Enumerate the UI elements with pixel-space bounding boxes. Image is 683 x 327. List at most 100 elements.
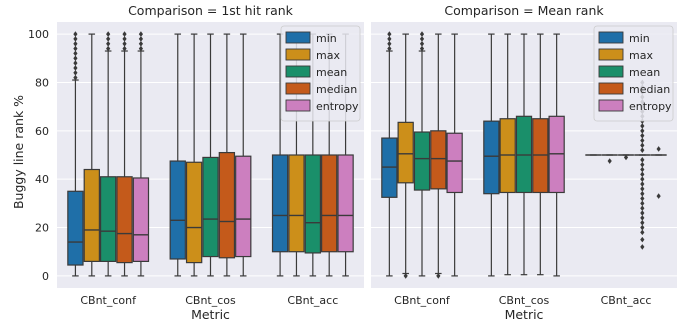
flier [387, 31, 392, 37]
legend-label: max [629, 49, 653, 62]
panel-2: Comparison = Mean rank CBnt_conf CBnt_cos C… [371, 3, 677, 322]
flier [138, 31, 144, 37]
legend-swatch [598, 99, 624, 112]
panels: 0 20 40 60 80 100 Comparison = 1st hit rank CBn… [28, 3, 677, 322]
box-entropy-CBnt_conf [132, 31, 150, 277]
y-axis-label: Buggy line rank % [11, 95, 26, 209]
flier [106, 36, 111, 42]
x-tick-label: CBnt_cos [499, 294, 550, 307]
flier [419, 40, 425, 47]
box-max-CBnt_conf [397, 33, 414, 279]
box [446, 132, 463, 194]
flier [419, 36, 425, 42]
flier [640, 229, 645, 236]
y-tick-label: 60 [35, 125, 49, 138]
flier [73, 40, 78, 47]
panel-title: Comparison = 1st hit rank [128, 3, 294, 18]
box-max-CBnt_conf [83, 33, 100, 277]
box [67, 190, 84, 266]
flier [623, 154, 629, 161]
legend: min max mean median entropy [593, 25, 674, 122]
box-median-CBnt_cos [218, 33, 236, 277]
y-tick-label: 40 [35, 173, 49, 186]
flier [607, 158, 612, 164]
box-max-CBnt_cos [185, 33, 203, 277]
legend-label: entropy [316, 100, 359, 113]
flier [138, 45, 144, 52]
flier [387, 45, 392, 52]
box [202, 156, 219, 258]
flier [640, 132, 645, 139]
legend-swatch [285, 48, 311, 61]
legend-swatch [285, 65, 311, 78]
flier [73, 65, 78, 71]
flier [640, 147, 645, 153]
box-min-CBnt_cos [169, 33, 186, 277]
flier [640, 181, 645, 187]
flier [73, 50, 78, 57]
flier [73, 31, 78, 37]
box-min-CBnt_acc [271, 33, 289, 277]
box [169, 160, 186, 260]
flier [419, 45, 425, 52]
x-axis-label: Metric [505, 307, 544, 322]
flier [73, 45, 78, 52]
y-tick-label: 20 [35, 222, 49, 235]
flier [73, 55, 78, 62]
flier [106, 40, 111, 47]
box-max-CBnt_cos [499, 33, 516, 276]
legend-label: median [629, 83, 670, 96]
x-tick-label: CBnt_conf [394, 294, 451, 307]
flier [640, 195, 645, 202]
box [235, 155, 252, 258]
x-tick-label: CBnt_conf [80, 294, 137, 307]
box [83, 168, 100, 263]
box [116, 176, 133, 264]
box-mean-CBnt_conf [99, 31, 117, 277]
legend-label: min [316, 32, 337, 45]
flier [640, 166, 645, 173]
flier [640, 123, 645, 129]
flier [122, 45, 127, 52]
flier [640, 224, 645, 231]
x-axis-label: Metric [191, 307, 230, 322]
box-median-CBnt_cos [532, 33, 549, 276]
legend-swatch [598, 82, 624, 95]
flier [122, 36, 127, 42]
box [132, 177, 150, 263]
legend-swatch [285, 82, 311, 95]
y-tick-label: 0 [42, 270, 49, 283]
flier [73, 69, 78, 76]
legend-swatch [598, 31, 624, 44]
box [397, 121, 414, 184]
box [413, 131, 431, 191]
box [321, 154, 338, 253]
flier [106, 31, 111, 37]
legend-label: mean [629, 66, 660, 79]
flier [640, 236, 645, 243]
legend-swatch [598, 65, 624, 78]
legend-swatch [285, 99, 311, 112]
box-entropy-CBnt_cos [548, 33, 565, 277]
flier [73, 74, 78, 81]
flier [73, 60, 78, 66]
flier [640, 205, 645, 211]
flier [656, 193, 661, 199]
box-mean-CBnt_acc [617, 154, 635, 161]
box-mean-CBnt_cos [515, 33, 533, 276]
flier [122, 40, 127, 47]
legend-label: median [316, 83, 357, 96]
flier [387, 36, 392, 42]
legend-label: max [316, 49, 340, 62]
flier [640, 215, 645, 221]
flier [640, 171, 645, 178]
flier [403, 273, 408, 279]
flier [419, 31, 425, 37]
x-tick-label: CBnt_acc [287, 294, 338, 307]
box-min-CBnt_conf [67, 31, 84, 277]
flier [640, 128, 645, 134]
flier [640, 176, 645, 182]
legend-swatch [598, 48, 624, 61]
box [430, 130, 447, 190]
